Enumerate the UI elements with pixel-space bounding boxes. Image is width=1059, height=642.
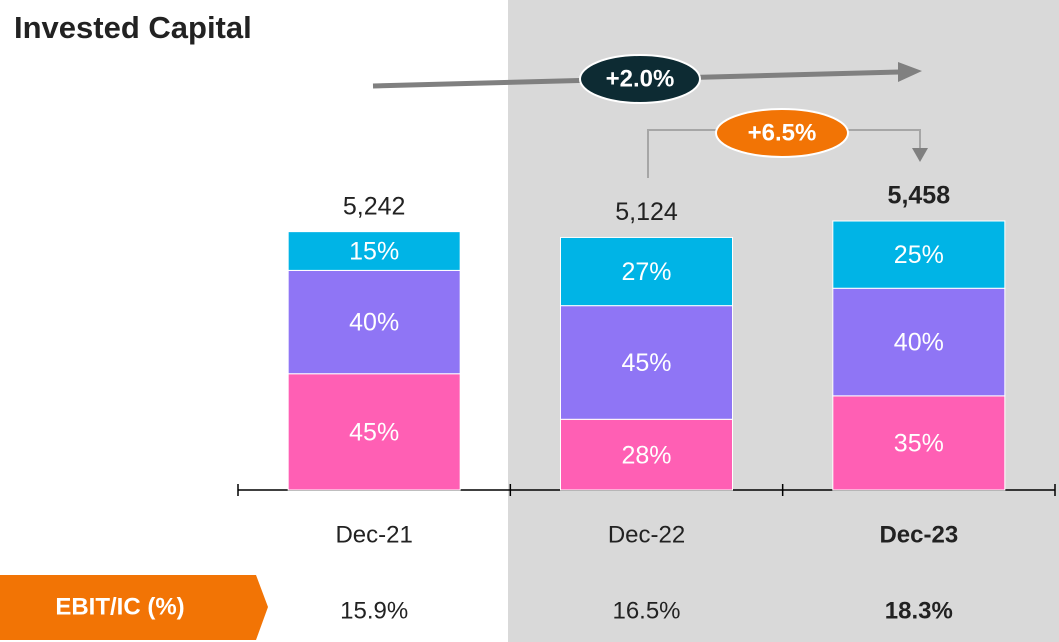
ebit-value: 16.5% — [612, 597, 680, 624]
total-label: 5,242 — [343, 192, 406, 220]
bar-segment — [832, 287, 1006, 397]
bar-segment — [287, 231, 461, 271]
bar-segment — [287, 269, 461, 375]
annotation-bubble — [715, 108, 849, 158]
segment-label: 45% — [349, 418, 399, 446]
bar-segment — [560, 236, 733, 307]
chart-title: Invested Capital — [14, 10, 252, 45]
bar-segment — [832, 220, 1006, 289]
x-tick-label: Dec-21 — [335, 521, 412, 548]
segment-label: 28% — [621, 441, 671, 469]
total-label: 5,124 — [615, 198, 678, 226]
bar-segment — [832, 395, 1006, 491]
arrow-head — [912, 148, 928, 162]
x-tick-label: Dec-23 — [879, 521, 958, 548]
annotation-bubble — [579, 54, 701, 104]
ebit-value: 15.9% — [340, 597, 408, 624]
segment-label: 40% — [349, 309, 399, 337]
ebit-label: EBIT/IC (%) — [55, 593, 184, 620]
ebit-tag — [0, 575, 268, 640]
bar-segment — [287, 373, 461, 491]
total-label: 5,458 — [888, 182, 951, 210]
arrow-head — [898, 62, 922, 82]
segment-label: 27% — [621, 258, 671, 286]
segment-label: 40% — [894, 329, 944, 357]
annotation-label: +2.0% — [606, 65, 675, 92]
ebit-value: 18.3% — [885, 597, 953, 624]
segment-label: 35% — [894, 430, 944, 458]
segment-label: 25% — [894, 241, 944, 269]
segment-label: 15% — [349, 238, 399, 266]
bar-segment — [560, 305, 733, 420]
x-tick-label: Dec-22 — [608, 521, 685, 548]
annotation-label: +6.5% — [748, 119, 817, 146]
segment-label: 45% — [621, 349, 671, 377]
